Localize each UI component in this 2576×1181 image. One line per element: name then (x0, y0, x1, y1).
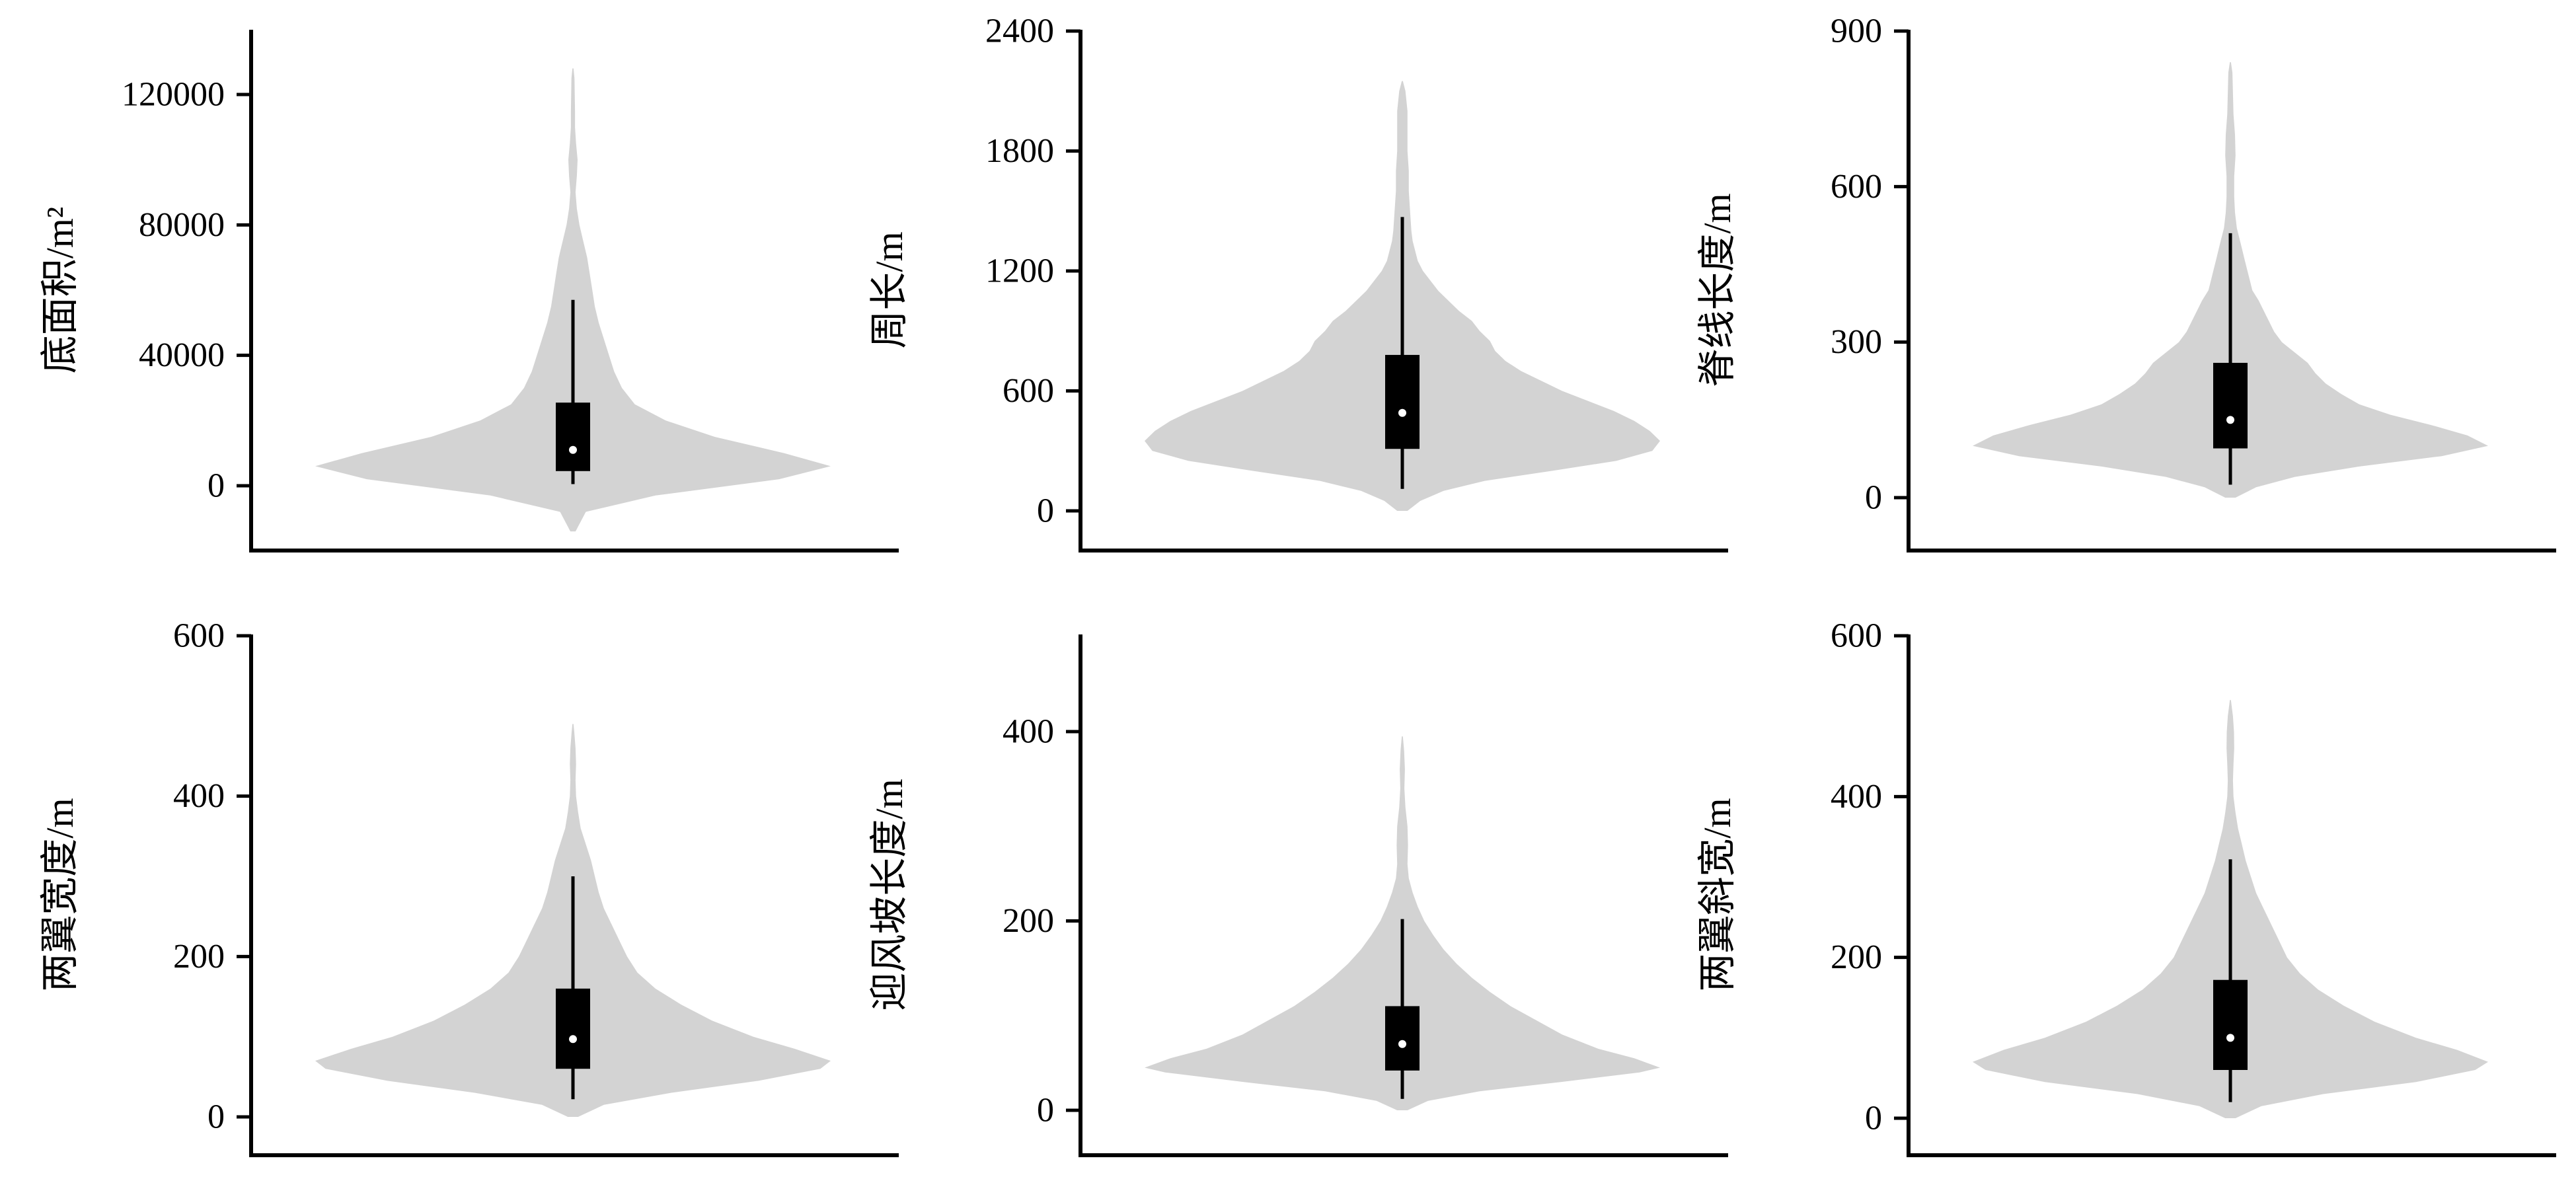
y-tick-label: 400 (173, 777, 225, 815)
panel-1: 0 40000 80000 120000 底面积/m² (38, 30, 899, 552)
panel-6: 0 200 400 600 两翼斜宽/m (1696, 617, 2556, 1157)
y-tick-label: 400 (1831, 778, 1882, 816)
y-tick-label: 0 (208, 1098, 225, 1136)
median-dot (2226, 416, 2234, 424)
y-tick-label: 120000 (122, 76, 225, 114)
panel-2: 0 600 1200 1800 2400 周长/m (868, 13, 1728, 552)
y-axis-label: 迎风坡长度/m (868, 779, 911, 1010)
y-tick-label: 80000 (139, 206, 225, 244)
y-tick-label: 200 (1003, 902, 1054, 940)
y-tick-label: 600 (1831, 168, 1882, 206)
panel-5: 0 200 400 迎风坡长度/m (868, 634, 1728, 1157)
y-tick-label: 600 (173, 617, 225, 655)
y-tick-label: 1200 (985, 252, 1054, 290)
median-dot (569, 445, 577, 454)
panel-3: 0 300 600 900 脊线长度/m (1696, 13, 2556, 552)
median-dot (1398, 408, 1406, 417)
y-tick-label: 0 (1037, 1092, 1054, 1129)
iqr-box (556, 988, 590, 1069)
y-axis-label: 脊线长度/m (1696, 193, 1739, 387)
y-tick-label: 1800 (985, 132, 1054, 170)
iqr-box (2213, 363, 2248, 449)
iqr-box (556, 402, 590, 471)
y-tick-label: 600 (1831, 617, 1882, 655)
median-dot (569, 1035, 577, 1044)
panel-4: 0 200 400 600 两翼宽度/m (38, 617, 899, 1157)
y-axis-label: 底面积/m² (38, 207, 81, 374)
y-axis-label: 两翼斜宽/m (1696, 798, 1739, 991)
median-dot (1398, 1040, 1406, 1048)
y-tick-label: 0 (208, 467, 225, 505)
median-dot (2226, 1034, 2234, 1042)
iqr-box (1385, 355, 1420, 449)
y-tick-label: 200 (1831, 938, 1882, 976)
y-tick-label: 40000 (139, 336, 225, 374)
iqr-box (2213, 979, 2248, 1070)
y-tick-label: 600 (1003, 372, 1054, 410)
y-tick-label: 400 (1003, 713, 1054, 751)
y-tick-label: 0 (1865, 1100, 1882, 1137)
y-tick-label: 0 (1865, 479, 1882, 517)
y-tick-label: 900 (1831, 13, 1882, 50)
y-tick-label: 200 (173, 938, 225, 975)
y-axis-label: 周长/m (868, 231, 911, 348)
y-tick-label: 2400 (985, 13, 1054, 50)
y-tick-label: 300 (1831, 323, 1882, 361)
iqr-box (1385, 1006, 1420, 1071)
y-tick-label: 0 (1037, 492, 1054, 530)
y-axis-label: 两翼宽度/m (38, 798, 81, 991)
